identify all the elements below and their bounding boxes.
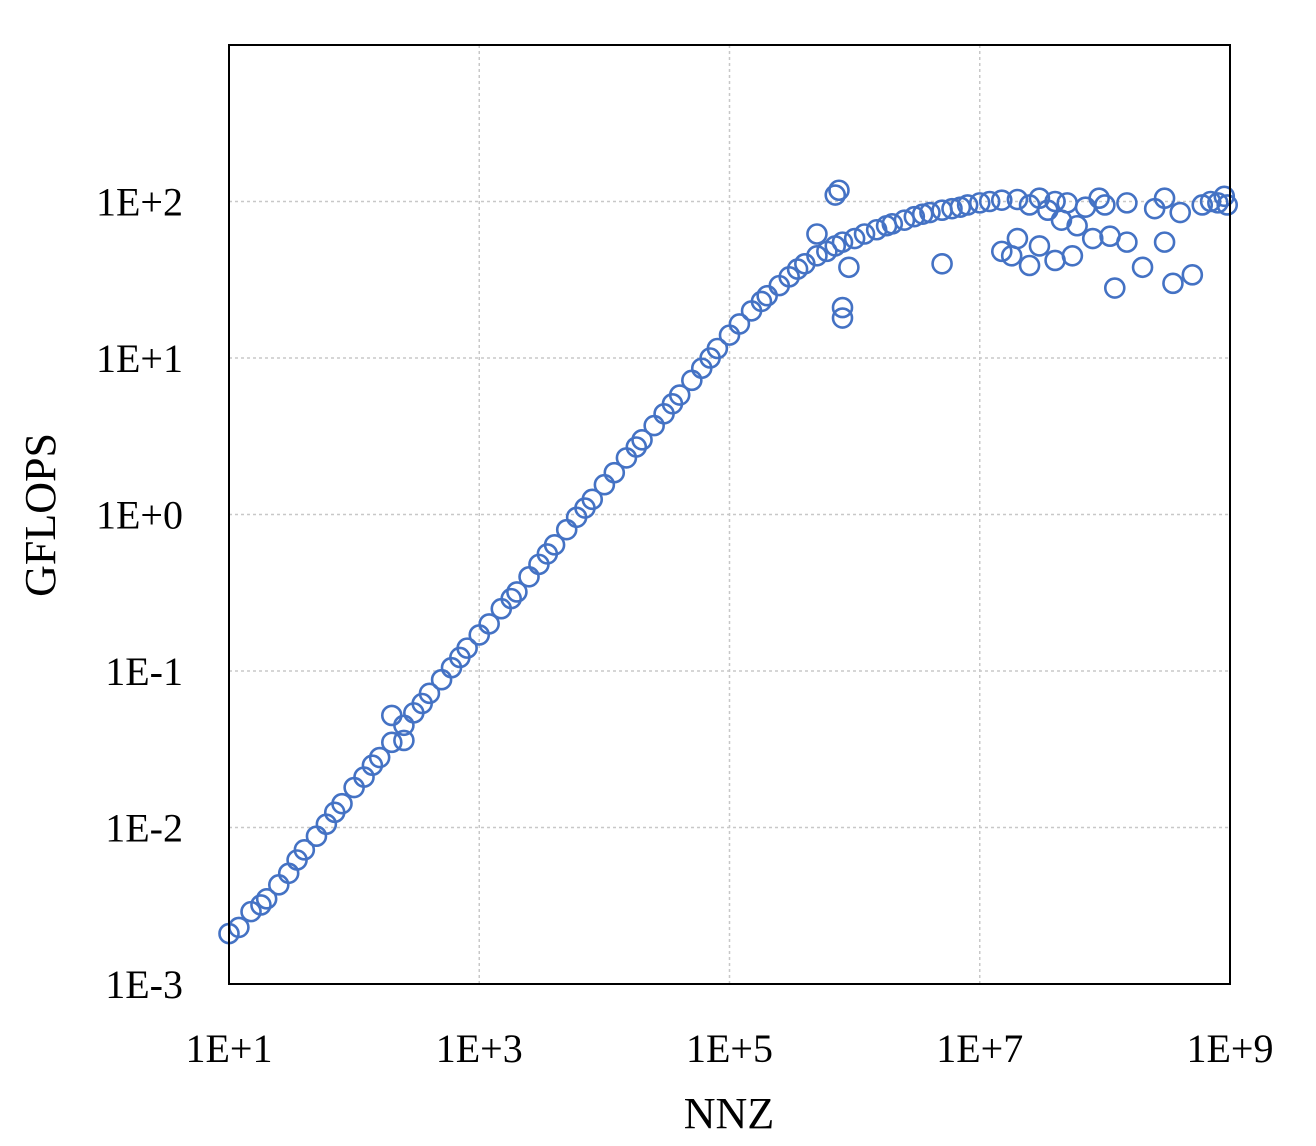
x-tick-label: 1E+7 xyxy=(936,1026,1023,1071)
data-point xyxy=(831,307,854,329)
grid-lines xyxy=(228,45,1231,985)
data-point xyxy=(1006,227,1029,250)
data-point xyxy=(831,231,854,253)
y-tick-label: 1E+2 xyxy=(96,180,183,225)
data-point xyxy=(456,637,478,659)
data-point xyxy=(1181,264,1204,286)
data-point xyxy=(305,825,328,847)
data-point xyxy=(828,179,850,202)
data-point xyxy=(500,587,522,610)
y-tick-label: 1E-3 xyxy=(105,962,183,1007)
data-point xyxy=(956,194,979,216)
data-point xyxy=(668,384,691,406)
x-tick-label: 1E+3 xyxy=(436,1026,523,1071)
data-point xyxy=(1061,244,1084,267)
y-axis-label: GFLOPS xyxy=(16,433,65,597)
data-point xyxy=(361,754,384,777)
data-point xyxy=(267,874,290,896)
y-tick-label: 1E-1 xyxy=(105,649,183,694)
data-point xyxy=(506,581,528,603)
data-point xyxy=(1044,249,1066,272)
data-point xyxy=(1131,256,1154,279)
data-point xyxy=(941,197,963,220)
plot-frame xyxy=(228,44,1231,985)
data-point xyxy=(990,240,1013,263)
data-point xyxy=(681,369,703,392)
data-point xyxy=(625,436,648,458)
data-point xyxy=(643,414,665,437)
data-point xyxy=(331,792,353,815)
data-point xyxy=(418,682,441,705)
data-point xyxy=(603,461,626,484)
data-point xyxy=(1094,194,1116,216)
data-point xyxy=(838,256,860,279)
data-point xyxy=(393,729,415,752)
data-point xyxy=(1116,231,1138,253)
data-point xyxy=(706,337,729,360)
data-point xyxy=(919,201,941,224)
x-tick-label: 1E+1 xyxy=(186,1026,273,1071)
data-point xyxy=(1081,227,1104,250)
y-tick-label: 1E-2 xyxy=(105,806,183,851)
data-point xyxy=(293,839,316,861)
data-point xyxy=(728,313,751,335)
data-point xyxy=(1213,185,1236,208)
data-point xyxy=(255,888,278,910)
data-point xyxy=(1153,231,1176,253)
data-point xyxy=(1006,188,1029,211)
data-point xyxy=(1018,254,1041,277)
data-point xyxy=(1066,214,1088,237)
y-tick-label: 1E+1 xyxy=(96,336,183,381)
data-point xyxy=(518,565,540,588)
data-point xyxy=(1056,192,1079,214)
data-point xyxy=(881,213,904,235)
data-point xyxy=(478,613,500,635)
data-points xyxy=(218,179,1239,945)
data-point xyxy=(1103,277,1126,299)
data-point xyxy=(380,704,403,727)
data-point xyxy=(1207,192,1229,214)
data-point xyxy=(968,192,991,214)
data-point xyxy=(250,894,272,916)
data-point xyxy=(430,668,453,691)
data-point xyxy=(843,227,866,250)
data-point xyxy=(831,296,854,319)
data-point xyxy=(750,290,773,313)
data-point xyxy=(903,205,926,228)
data-point xyxy=(931,252,953,275)
data-point xyxy=(1028,235,1051,257)
y-tick-label: 1E+0 xyxy=(96,493,183,538)
data-point xyxy=(824,184,847,206)
data-point xyxy=(1074,196,1097,218)
data-point xyxy=(756,284,778,307)
data-point xyxy=(853,223,876,245)
data-point xyxy=(555,518,578,541)
data-point xyxy=(990,189,1013,211)
data-point xyxy=(631,429,653,451)
data-point xyxy=(1169,201,1192,224)
x-axis-label: NNZ xyxy=(684,1089,774,1138)
x-tick-label: 1E+5 xyxy=(686,1026,773,1071)
data-point xyxy=(581,488,604,511)
data-point xyxy=(380,731,403,754)
data-point xyxy=(1199,190,1222,213)
data-point xyxy=(978,190,1001,213)
data-point xyxy=(1162,272,1184,295)
data-point xyxy=(806,244,828,267)
data-point xyxy=(1153,187,1176,209)
data-point xyxy=(368,746,391,769)
data-point xyxy=(543,534,566,556)
data-point xyxy=(1216,194,1239,216)
x-tick-labels: 1E+1 1E+3 1E+5 1E+7 1E+9 xyxy=(186,1026,1274,1071)
data-point xyxy=(593,473,616,496)
data-point xyxy=(1116,192,1138,214)
y-tick-labels: 1E-3 1E-2 1E-1 1E+0 1E+1 1E+2 xyxy=(96,180,183,1008)
x-tick-label: 1E+9 xyxy=(1187,1026,1274,1071)
data-point xyxy=(1088,187,1110,209)
data-point xyxy=(1044,190,1066,213)
data-point xyxy=(806,223,828,245)
